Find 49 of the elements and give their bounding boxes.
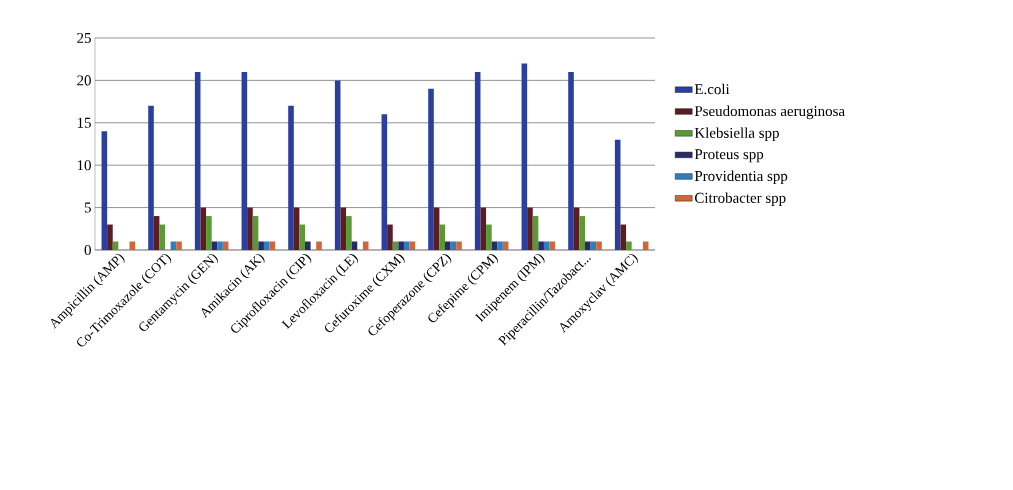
bar (288, 105, 294, 250)
bar (387, 224, 393, 250)
bar (568, 71, 574, 250)
legend-label: Proteus spp (694, 149, 764, 163)
bar (247, 207, 253, 250)
bar (107, 224, 113, 250)
bar (543, 241, 550, 250)
bar (403, 241, 410, 250)
bar (579, 216, 586, 250)
bar (480, 207, 487, 250)
bar (263, 241, 270, 250)
y-tick-label: 5 (84, 202, 91, 213)
y-tick-label: 0 (84, 244, 91, 256)
bar (316, 241, 322, 250)
legend-label: Pseudomonas aeruginosa (694, 105, 845, 120)
bar (340, 207, 347, 250)
bar (585, 241, 591, 250)
bar (497, 241, 503, 250)
bar (527, 207, 533, 250)
bar (200, 207, 207, 250)
bar (305, 241, 311, 250)
bar (346, 216, 352, 250)
y-tick-label: 25 (77, 32, 91, 43)
bar (486, 224, 492, 250)
bar (398, 241, 404, 250)
bar (159, 224, 166, 250)
bar (299, 224, 306, 250)
y-tick-label: 10 (77, 160, 91, 171)
bar (456, 241, 462, 250)
bar (439, 224, 446, 250)
bar (258, 241, 264, 250)
bar (381, 114, 388, 250)
bar (626, 241, 632, 250)
legend-label: Citrobacter spp (695, 192, 786, 206)
bar (206, 216, 212, 250)
bar (445, 241, 451, 250)
bar (176, 241, 182, 250)
bar (428, 88, 434, 250)
bar (148, 105, 154, 250)
y-tick-label: 20 (77, 75, 91, 86)
bar (538, 241, 544, 250)
y-tick-label: 15 (77, 117, 91, 128)
bar (217, 241, 223, 250)
bar (334, 80, 341, 250)
bar (596, 241, 602, 250)
legend-label: Klebsiella spp (694, 127, 779, 141)
legend-label: E.coli (694, 83, 730, 95)
legend-label: Providentia spp (694, 170, 788, 185)
bar (620, 224, 627, 250)
